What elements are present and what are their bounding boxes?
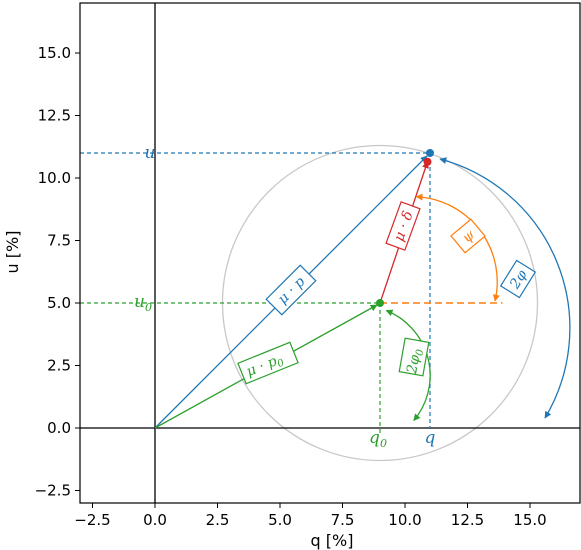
x-tick-label: −2.5 bbox=[74, 511, 110, 529]
x-tick-label: 5.0 bbox=[268, 511, 292, 529]
y-tick-label: 0.0 bbox=[47, 419, 71, 437]
point-p-tip bbox=[423, 157, 432, 166]
annotation-2phi0-text: 2φ0 bbox=[404, 347, 426, 376]
x-axis-label: q [%] bbox=[311, 531, 354, 550]
labels-layer: q [%] u [%] bbox=[3, 231, 353, 550]
x-tick-label: 10.0 bbox=[388, 511, 421, 529]
y-axis-label: u [%] bbox=[3, 231, 22, 274]
x-tick-label: 15.0 bbox=[513, 511, 546, 529]
arc-2phi0 bbox=[385, 309, 431, 422]
y-tick-label: 15.0 bbox=[38, 44, 71, 62]
annotation-mu-p0-subscript: 0 bbox=[276, 357, 287, 370]
plot-frame bbox=[79, 2, 581, 504]
y-tick-label: −2.5 bbox=[35, 482, 71, 500]
annotation-mu-p0: μ · p0 bbox=[237, 341, 299, 385]
x-tick-label: 12.5 bbox=[451, 511, 484, 529]
label-u: u bbox=[145, 143, 156, 163]
annotation-mu-delta: μ · δ bbox=[385, 201, 421, 251]
annotation-mu-p-frame bbox=[265, 264, 317, 316]
annotation-2phi0-subscript: 0 bbox=[414, 348, 426, 357]
annotation-2phi0-frame bbox=[398, 337, 430, 377]
annotation-mu-p0-frame bbox=[237, 341, 299, 385]
point-p0 bbox=[376, 299, 384, 307]
y-tick-label: 12.5 bbox=[38, 107, 71, 125]
label-q0: q0 bbox=[369, 428, 387, 450]
label-q0-subscript: 0 bbox=[380, 437, 387, 450]
annotation-2phi0: 2φ0 bbox=[398, 337, 430, 377]
x-tick-label: 0.0 bbox=[143, 511, 167, 529]
annotation-psi: ψ bbox=[450, 218, 486, 254]
arc-psi bbox=[415, 193, 500, 302]
y-tick-label: 10.0 bbox=[38, 169, 71, 187]
annotation-2phi: 2φ bbox=[499, 259, 537, 299]
point-p bbox=[426, 149, 434, 157]
label-u0-subscript: 0 bbox=[145, 301, 152, 314]
x-tick-label: 2.5 bbox=[206, 511, 230, 529]
label-q: q bbox=[425, 428, 436, 448]
y-tick-label: 2.5 bbox=[47, 357, 71, 375]
annotation-mu-p: μ · p bbox=[265, 264, 317, 316]
y-tick-label: 5.0 bbox=[47, 294, 71, 312]
plot-area: μ · p μ · p0 μ · δ ψ 2φ 2φ0 u u0 q q0 −2.5 0.0 2.5 5.… bbox=[35, 2, 581, 529]
annotation-2phi-frame bbox=[499, 259, 537, 299]
annotation-mu-delta-frame bbox=[385, 201, 421, 251]
y-tick-label: 7.5 bbox=[47, 232, 71, 250]
arc-2phi bbox=[439, 157, 571, 419]
annotation-psi-frame bbox=[450, 218, 486, 254]
x-tick-label: 7.5 bbox=[331, 511, 355, 529]
label-u0: u0 bbox=[134, 292, 152, 314]
